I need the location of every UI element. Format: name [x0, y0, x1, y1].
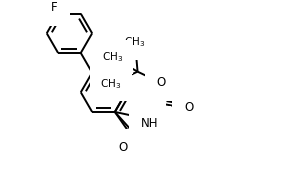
Text: H: H — [148, 118, 156, 128]
Text: CH$_3$: CH$_3$ — [102, 50, 123, 64]
Text: F: F — [51, 1, 58, 14]
Text: CH$_3$: CH$_3$ — [100, 77, 122, 91]
Text: NH: NH — [141, 117, 159, 130]
Text: S: S — [147, 113, 155, 126]
Text: O: O — [184, 101, 194, 114]
Text: O: O — [156, 77, 166, 90]
Text: CH$_3$: CH$_3$ — [125, 36, 146, 49]
Text: NH$_2$: NH$_2$ — [145, 123, 169, 138]
Text: O: O — [119, 141, 128, 154]
